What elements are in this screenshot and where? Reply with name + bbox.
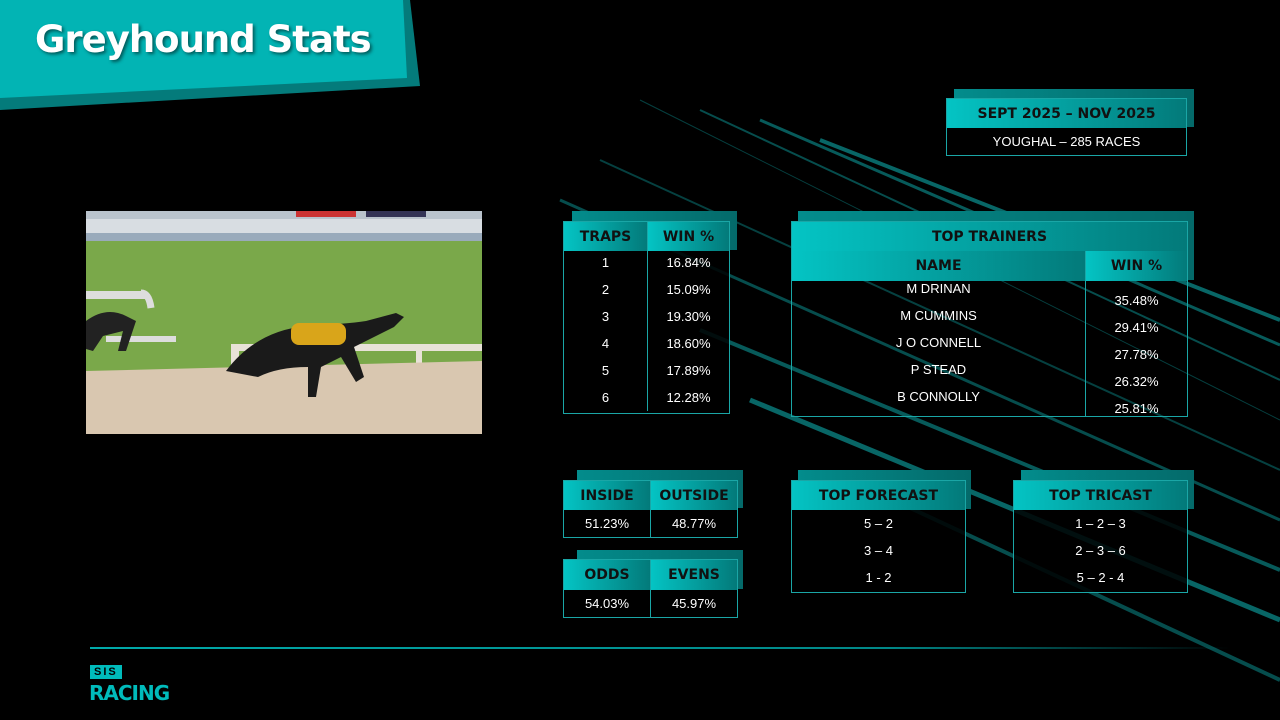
- trap-number: 3: [601, 309, 610, 324]
- trainer-win: 27.78%: [1085, 335, 1187, 362]
- odds-evens-table: ODDS EVENS 54.03% 45.97%: [563, 559, 738, 618]
- trap-win: 17.89%: [647, 357, 729, 384]
- outside-value: 48.77%: [650, 510, 737, 537]
- forecast-item: 5 – 2: [864, 516, 893, 531]
- outside-header: OUTSIDE: [650, 481, 737, 510]
- footer-divider: [90, 647, 1230, 649]
- trap-win: 15.09%: [647, 276, 729, 303]
- trap-number: 5: [601, 363, 610, 378]
- logo-racing: RACING: [89, 681, 170, 705]
- trap-win: 18.60%: [647, 330, 729, 357]
- trainers-title: TOP TRAINERS: [792, 222, 1187, 251]
- period-range: SEPT 2025 – NOV 2025: [947, 99, 1186, 128]
- trap-win: 16.84%: [647, 249, 729, 276]
- trainer-name: P STEAD: [910, 362, 967, 377]
- inside-outside-table: INSIDE OUTSIDE 51.23% 48.77%: [563, 480, 738, 538]
- trainers-table: TOP TRAINERS NAME WIN % M DRINAN 35.48% M…: [791, 221, 1188, 417]
- odds-header: ODDS: [564, 560, 650, 590]
- trainer-win: 35.48%: [1085, 281, 1187, 308]
- trainer-name: M DRINAN: [906, 281, 971, 296]
- logo-sis: SIS: [90, 665, 122, 679]
- trainer-name: J O CONNELL: [895, 335, 982, 350]
- trap-number: 2: [601, 282, 610, 297]
- period-venue: YOUGHAL – 285 RACES: [992, 134, 1141, 149]
- trainers-header-win: WIN %: [1085, 251, 1187, 281]
- tricast-item: 5 – 2 - 4: [1076, 570, 1125, 585]
- odds-value: 54.03%: [584, 596, 630, 611]
- traps-header-trap: TRAPS: [564, 222, 647, 251]
- evens-header: EVENS: [650, 560, 737, 590]
- trainer-win: 26.32%: [1085, 362, 1187, 389]
- evens-value: 45.97%: [650, 590, 737, 617]
- race-photo: [86, 211, 482, 434]
- trap-win: 12.28%: [647, 384, 729, 411]
- tricast-table: TOP TRICAST 1 – 2 – 3 2 – 3 – 6 5 – 2 - …: [1013, 480, 1188, 593]
- tricast-item: 1 – 2 – 3: [1075, 516, 1126, 531]
- tricast-title: TOP TRICAST: [1014, 481, 1187, 510]
- traps-header-win: WIN %: [647, 222, 729, 251]
- trap-number: 4: [601, 336, 610, 351]
- tricast-item: 2 – 3 – 6: [1075, 543, 1126, 558]
- trap-number: 6: [601, 390, 610, 405]
- trainers-header-name: NAME: [792, 251, 1085, 281]
- trap-number: 1: [601, 255, 610, 270]
- forecast-title: TOP FORECAST: [792, 481, 965, 510]
- inside-header: INSIDE: [564, 481, 650, 510]
- forecast-item: 3 – 4: [864, 543, 893, 558]
- period-box: SEPT 2025 – NOV 2025 YOUGHAL – 285 RACES: [946, 98, 1187, 156]
- trainer-name: B CONNOLLY: [897, 389, 980, 404]
- traps-table: TRAPS WIN % 1 16.84% 2 15.09% 3 19.30% 4 18.…: [563, 221, 730, 414]
- inside-value: 51.23%: [584, 516, 630, 531]
- trainer-name: M CUMMINS: [900, 308, 977, 323]
- trainer-win: 25.81%: [1085, 389, 1187, 416]
- trainer-win: 29.41%: [1085, 308, 1187, 335]
- forecast-item: 1 - 2: [865, 570, 892, 585]
- forecast-table: TOP FORECAST 5 – 2 3 – 4 1 - 2: [791, 480, 966, 593]
- trap-win: 19.30%: [647, 303, 729, 330]
- page-title: Greyhound Stats: [35, 18, 372, 61]
